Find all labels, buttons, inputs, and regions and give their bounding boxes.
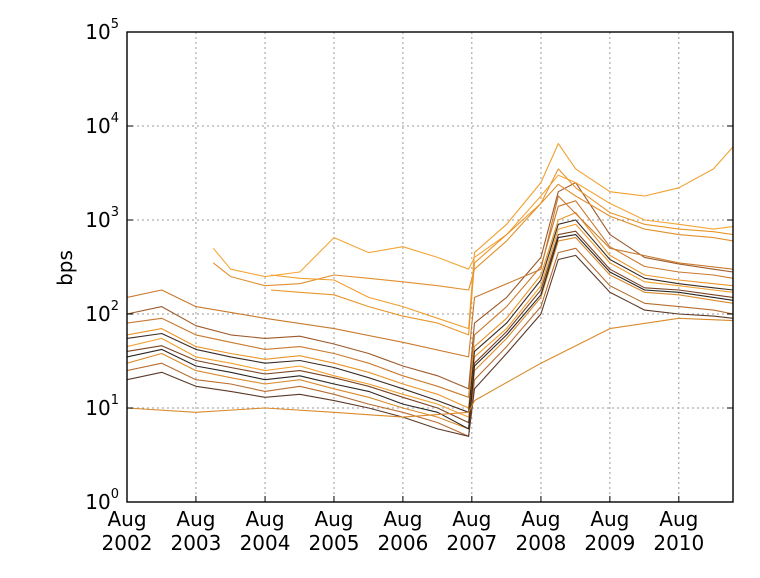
y-tick-label: 101 bbox=[85, 393, 119, 420]
x-tick-label-year: 2007 bbox=[446, 531, 497, 555]
x-tick-label-month: Aug bbox=[314, 507, 353, 531]
x-axis: Aug2002Aug2003Aug2004Aug2005Aug2006Aug20… bbox=[102, 496, 704, 555]
series-line bbox=[126, 234, 734, 430]
series-line bbox=[270, 143, 734, 330]
series-line bbox=[126, 317, 734, 418]
y-tick-label: 102 bbox=[85, 299, 119, 326]
x-tick-label-month: Aug bbox=[107, 507, 146, 531]
plot-frame bbox=[126, 31, 734, 503]
series-line bbox=[126, 195, 734, 358]
x-tick-label-month: Aug bbox=[659, 507, 698, 531]
y-axis: 100 101 102 103 104 105 bbox=[85, 17, 733, 514]
series-line bbox=[126, 182, 734, 390]
series-line bbox=[126, 200, 734, 398]
series-line bbox=[126, 254, 734, 437]
x-tick-label-year: 2005 bbox=[309, 531, 360, 555]
plot-area bbox=[126, 143, 734, 437]
y-tick-label: 105 bbox=[85, 17, 119, 44]
x-tick-label-year: 2010 bbox=[653, 531, 704, 555]
y-tick-label: 103 bbox=[85, 205, 119, 232]
x-tick-label-year: 2006 bbox=[377, 531, 428, 555]
y-tick-label: 104 bbox=[85, 111, 119, 138]
x-tick-label-month: Aug bbox=[590, 507, 629, 531]
x-tick-label-month: Aug bbox=[452, 507, 491, 531]
x-tick-label-month: Aug bbox=[383, 507, 422, 531]
x-tick-label-month: Aug bbox=[246, 507, 285, 531]
x-tick-label-month: Aug bbox=[521, 507, 560, 531]
y-axis-label: bps bbox=[53, 250, 77, 286]
x-tick-label-year: 2008 bbox=[515, 531, 566, 555]
series-line bbox=[270, 168, 734, 336]
x-tick-label-year: 2009 bbox=[584, 531, 635, 555]
x-tick-label-year: 2003 bbox=[170, 531, 221, 555]
y-tick-label: 100 bbox=[85, 487, 119, 514]
series-line bbox=[126, 230, 734, 424]
x-tick-label-year: 2002 bbox=[102, 531, 153, 555]
x-tick-label-month: Aug bbox=[176, 507, 215, 531]
x-tick-label-year: 2004 bbox=[240, 531, 291, 555]
